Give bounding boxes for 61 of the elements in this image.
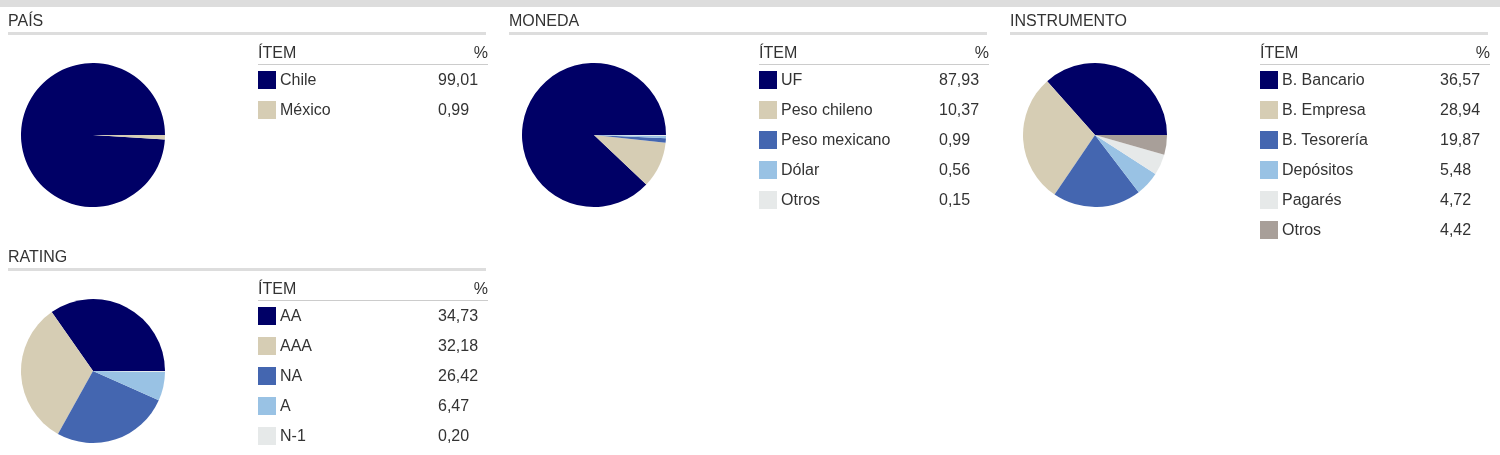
legend-label: A — [280, 397, 292, 415]
data-label: 10,37 — [939, 101, 980, 119]
data-label: 5,48 — [1440, 161, 1472, 179]
data-label: 36,57 — [1440, 71, 1481, 89]
text: % — [473, 280, 488, 297]
legend-title: ÍTEM — [1260, 44, 1299, 63]
text: % — [473, 44, 488, 61]
data-label: 26,42 — [438, 367, 479, 385]
text: % — [1475, 44, 1490, 61]
data-label: 28,94 — [1440, 101, 1481, 119]
data-label: 0,15 — [939, 191, 971, 209]
legend-label: UF — [781, 71, 804, 89]
data-label: 0,20 — [438, 427, 470, 445]
legend-label: AAA — [280, 337, 313, 355]
text: % — [974, 44, 989, 61]
pie-slice — [21, 63, 165, 207]
legend-label: AA — [280, 307, 303, 325]
data-label: 34,73 — [438, 307, 479, 325]
data-label: 19,87 — [1440, 131, 1481, 149]
legend-title: ÍTEM — [759, 44, 798, 63]
legend-label: Dólar — [781, 161, 821, 179]
data-label: 0,99 — [939, 131, 971, 149]
legend-label: Chile — [280, 71, 318, 89]
data-label: 4,72 — [1440, 191, 1472, 209]
legend-label: Otros — [1282, 221, 1323, 239]
legend-label: México — [280, 101, 332, 119]
legend-label: Peso mexicano — [781, 131, 892, 149]
legend-label: Depósitos — [1282, 161, 1355, 179]
pie-slice — [522, 63, 666, 207]
pie-slice — [1047, 63, 1167, 135]
pie-slice — [594, 135, 666, 185]
chart-title: RATING — [8, 248, 486, 271]
chart-title: INSTRUMENTO — [1010, 12, 1488, 35]
chart-title: MONEDA — [509, 12, 987, 35]
legend-title: ÍTEM — [258, 280, 297, 299]
data-label: 0,56 — [939, 161, 971, 179]
data-label: 6,47 — [438, 397, 470, 415]
pie-slice — [1023, 81, 1095, 195]
pie-slice — [1095, 135, 1165, 175]
pie-slice — [1095, 135, 1167, 155]
legend-label: B. Tesorería — [1282, 131, 1369, 149]
legend-label: Peso chileno — [781, 101, 874, 119]
chart-title: PAÍS — [8, 12, 486, 35]
pie-slice — [57, 371, 159, 443]
legend-label: N-1 — [280, 427, 307, 445]
data-label: 0,99 — [438, 101, 470, 119]
data-label: 4,42 — [1440, 221, 1472, 239]
pie-slice — [1095, 135, 1156, 193]
legend-label: B. Bancario — [1282, 71, 1366, 89]
legend-label: Otros — [781, 191, 822, 209]
legend-title: ÍTEM — [258, 44, 297, 63]
data-label: 87,93 — [939, 71, 980, 89]
pie-slice — [51, 299, 165, 371]
legend-label: NA — [280, 367, 304, 385]
pie-slice — [93, 371, 165, 401]
legend-label: B. Empresa — [1282, 101, 1367, 119]
data-label: 99,01 — [438, 71, 479, 89]
pie-slice — [21, 312, 93, 434]
data-label: 32,18 — [438, 337, 479, 355]
legend-label: Pagarés — [1282, 191, 1343, 209]
pie-slice — [1054, 135, 1139, 207]
